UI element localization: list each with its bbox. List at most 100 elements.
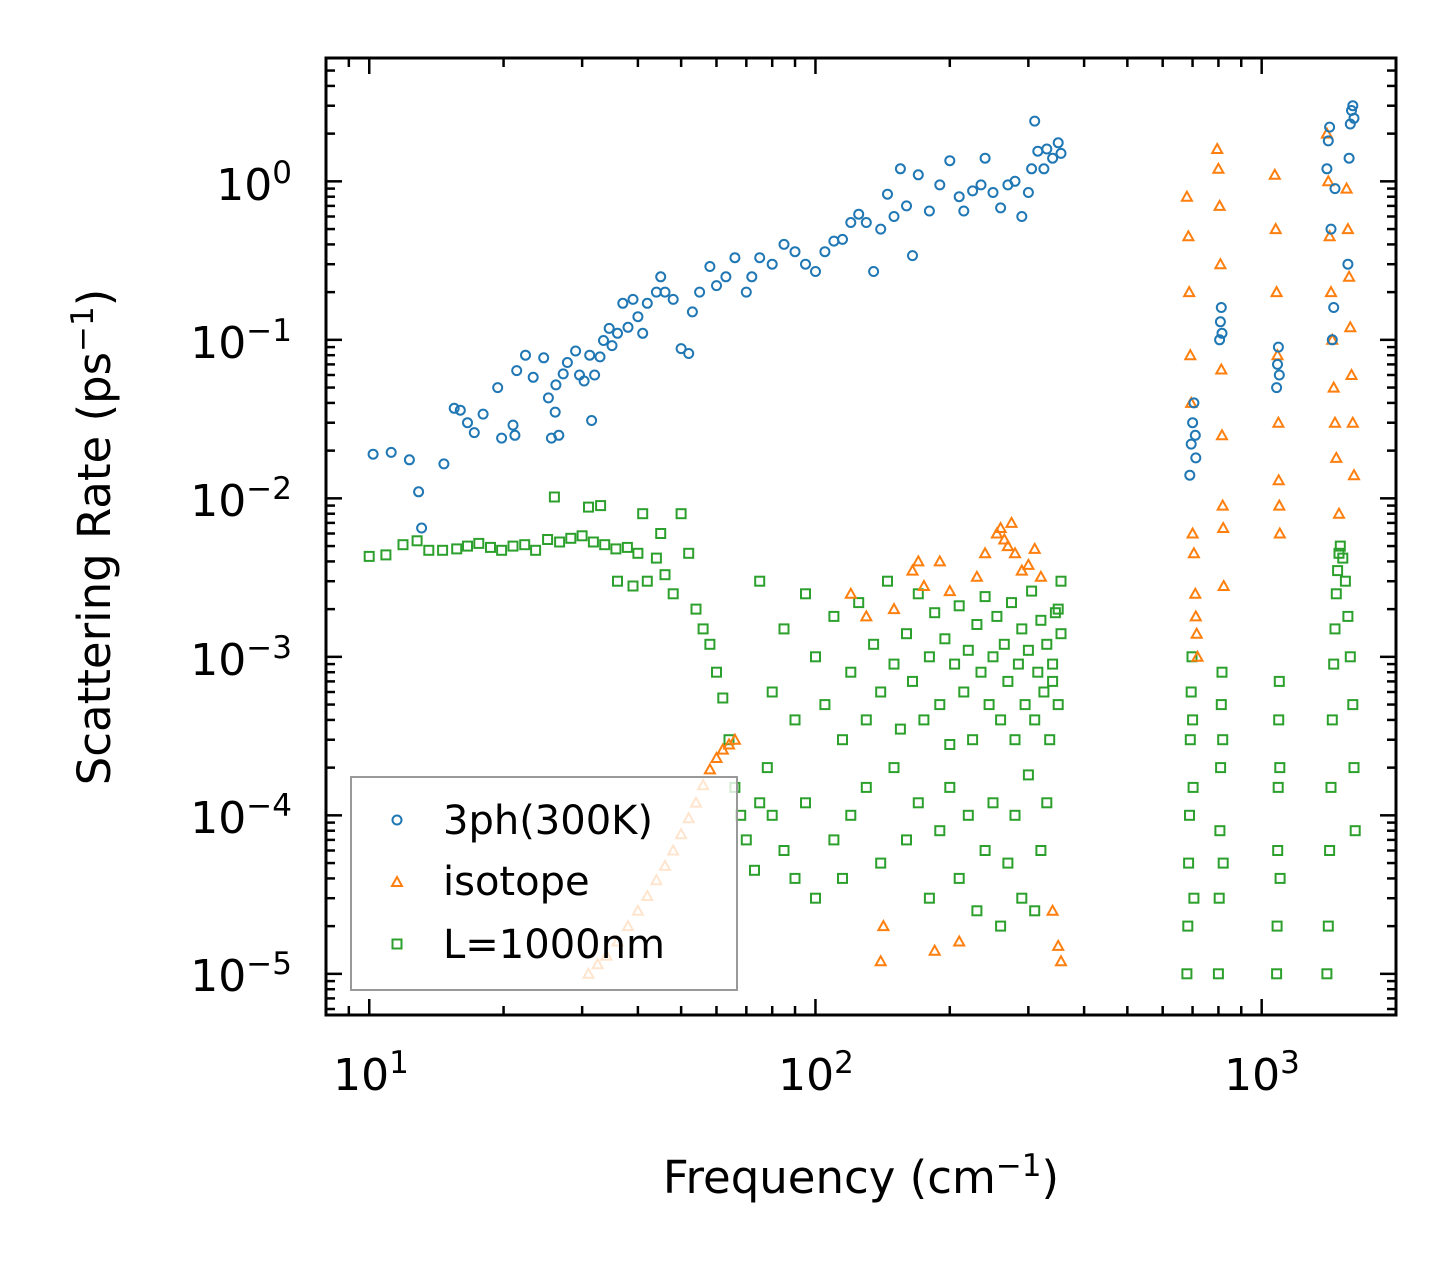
data-point <box>853 208 865 220</box>
data-point <box>1274 872 1286 884</box>
series-2 <box>363 491 1361 980</box>
data-point <box>1269 285 1284 298</box>
data-point <box>1322 135 1334 147</box>
y-axis-title: Scattering Rate (ps−1) <box>65 289 121 786</box>
data-point <box>1016 211 1028 222</box>
data-point <box>1216 666 1228 678</box>
data-point <box>853 597 865 609</box>
data-point <box>800 588 811 600</box>
data-point <box>1008 546 1022 559</box>
data-point <box>610 543 622 555</box>
data-point <box>598 335 609 346</box>
data-point <box>1320 126 1334 139</box>
data-point <box>1330 588 1342 600</box>
data-point <box>1324 121 1336 133</box>
data-point <box>1342 258 1354 270</box>
data-point <box>509 429 521 441</box>
data-point <box>1045 903 1060 916</box>
data-point <box>1321 968 1333 980</box>
data-point <box>1049 607 1061 619</box>
data-point <box>828 834 840 846</box>
data-point <box>778 238 790 250</box>
data-point <box>586 415 598 426</box>
data-point <box>1188 892 1200 904</box>
data-point <box>928 943 942 956</box>
data-point <box>1038 163 1050 175</box>
data-point <box>912 797 924 809</box>
data-point <box>468 427 480 439</box>
data-point <box>587 536 599 548</box>
data-point <box>363 550 375 562</box>
data-point <box>967 734 979 746</box>
legend: 3ph(300K) isotope L=1000nm <box>350 776 738 991</box>
data-point <box>589 369 601 381</box>
x-tick-label-3: 103 <box>1224 1045 1300 1101</box>
data-point <box>953 191 965 203</box>
data-point <box>754 575 766 587</box>
data-point <box>949 658 961 670</box>
data-point <box>1216 327 1228 339</box>
data-point <box>1273 526 1287 539</box>
data-point <box>995 202 1007 214</box>
data-point <box>1215 762 1227 774</box>
data-point <box>711 666 722 678</box>
data-point <box>746 271 758 283</box>
data-point <box>667 293 679 305</box>
data-point <box>882 188 893 200</box>
data-point <box>1342 610 1354 622</box>
data-point <box>789 246 801 258</box>
data-point <box>683 348 695 359</box>
data-point <box>622 321 634 333</box>
data-point <box>1337 552 1349 564</box>
data-point <box>740 834 752 846</box>
data-point <box>637 327 649 339</box>
data-point <box>603 322 615 334</box>
data-point <box>683 547 695 559</box>
data-point <box>1329 623 1341 635</box>
data-point <box>1272 473 1286 486</box>
legend-label-l1000: L=1000nm <box>443 922 665 968</box>
data-point <box>1326 714 1338 726</box>
data-point <box>612 575 623 587</box>
data-point <box>542 392 554 404</box>
data-point <box>958 686 970 698</box>
data-point <box>1055 628 1067 640</box>
data-point <box>944 781 956 793</box>
data-point <box>655 271 667 283</box>
data-point <box>845 217 857 228</box>
data-point <box>1187 714 1199 726</box>
data-point <box>1035 845 1047 856</box>
data-point <box>1324 285 1338 298</box>
data-point <box>1183 348 1197 361</box>
data-point <box>944 739 956 750</box>
data-point <box>810 651 821 663</box>
data-point <box>627 293 639 305</box>
data-point <box>599 539 611 551</box>
data-point <box>882 575 893 587</box>
data-point <box>1271 920 1283 932</box>
y-tick-label-minus3: 10−3 <box>190 630 292 686</box>
data-point <box>462 417 473 429</box>
data-point <box>1181 968 1193 980</box>
data-point <box>875 857 887 869</box>
data-point <box>1322 229 1337 242</box>
data-point <box>423 544 435 556</box>
data-point <box>557 368 569 380</box>
data-point <box>553 429 565 441</box>
data-point <box>1009 809 1021 821</box>
data-point <box>1273 714 1285 726</box>
data-point <box>641 297 653 309</box>
data-point <box>403 454 415 466</box>
data-point <box>1210 141 1224 154</box>
data-point <box>1332 506 1346 519</box>
data-point <box>761 762 773 774</box>
data-point <box>901 834 912 846</box>
data-point <box>975 179 987 191</box>
y-tick-label-minus2: 10−2 <box>190 471 292 527</box>
y-tick-label-minus1: 10−1 <box>190 313 292 369</box>
data-point <box>975 666 987 678</box>
data-point <box>578 375 590 387</box>
data-point <box>1349 825 1361 837</box>
data-point <box>987 651 999 663</box>
